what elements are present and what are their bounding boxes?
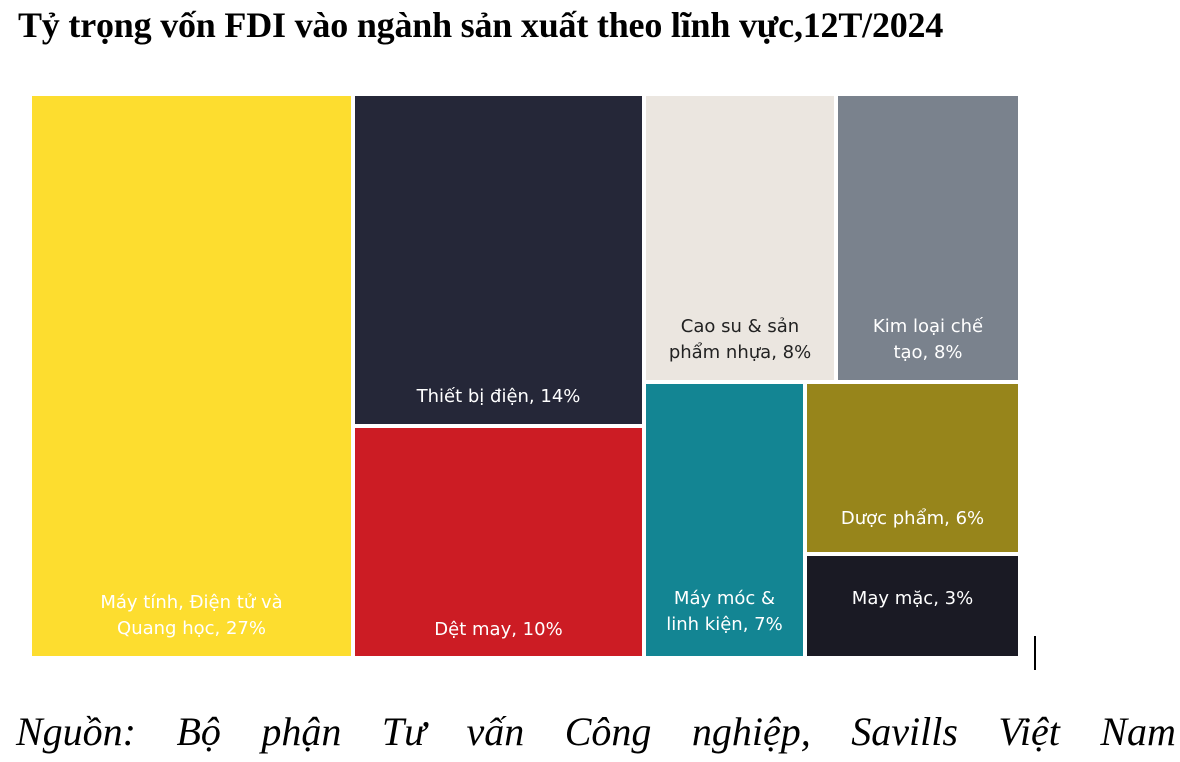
source-word: Công: [564, 709, 652, 754]
text-cursor-mark: [1034, 636, 1036, 670]
treemap-tile-label-line: linh kiện, 7%: [666, 614, 782, 635]
source-word: Savills: [851, 709, 958, 754]
source-word: Bộ: [176, 709, 221, 754]
source-word: Nam: [1100, 709, 1176, 754]
treemap-tile-label-line: phẩm nhựa, 8%: [669, 342, 811, 363]
source-word: Tư: [381, 709, 426, 754]
treemap-tile-label-line: tạo, 8%: [893, 342, 962, 363]
treemap-tile-rect: [355, 96, 642, 424]
treemap-tile: May mặc, 3%: [807, 556, 1018, 656]
treemap-tile-rect: [807, 556, 1018, 656]
source-word: phận: [261, 709, 342, 754]
treemap-tile-label-line: Quang học, 27%: [117, 618, 266, 639]
treemap-tile-label-line: May mặc, 3%: [852, 588, 973, 609]
treemap-tile-rect: [646, 384, 803, 656]
treemap-tile-label-line: Cao su & sản: [681, 316, 799, 337]
chart-title: Tỷ trọng vốn FDI vào ngành sản xuất theo…: [18, 5, 944, 45]
treemap-tile-label: Cao su & sản phẩm nhựa, 8%: [669, 316, 811, 363]
treemap-tile-label: Máy tính, Điện tử và Quang học, 27%: [100, 592, 282, 639]
treemap-tile-label-line: Thiết bị điện, 14%: [416, 386, 581, 407]
treemap-tile-label: Dệt may, 10%: [434, 619, 562, 640]
treemap-tile-label: Kim loại chế tạo, 8%: [873, 316, 984, 363]
treemap-tile-label: Máy móc & linh kiện, 7%: [666, 588, 782, 635]
treemap-tile: Máy móc & linh kiện, 7%: [646, 384, 803, 656]
treemap-tile-rect: [32, 96, 351, 656]
treemap-tile: Cao su & sản phẩm nhựa, 8%: [646, 96, 834, 380]
treemap-tile-label: Thiết bị điện, 14%: [416, 386, 581, 407]
source-word: Nguồn:: [16, 709, 136, 754]
treemap-tile-label-line: Kim loại chế: [873, 316, 984, 337]
source-word: vấn: [466, 709, 525, 754]
treemap-tile: Máy tính, Điện tử và Quang học, 27%: [32, 96, 351, 656]
treemap-tile-rect: [838, 96, 1018, 380]
treemap-tile-label: May mặc, 3%: [852, 588, 973, 609]
treemap-tile: Kim loại chế tạo, 8%: [838, 96, 1018, 380]
source-note: Nguồn: Bộ phận Tư vấn Công nghiệp, Savills Việt N…: [16, 708, 1176, 755]
treemap-tile-rect: [355, 428, 642, 656]
treemap-tile-label-line: Dệt may, 10%: [434, 619, 562, 640]
source-word: nghiệp,: [691, 709, 811, 754]
treemap-tile: Dệt may, 10%: [355, 428, 642, 656]
treemap-chart: Máy tính, Điện tử và Quang học, 27% Thiết …: [32, 96, 1018, 656]
treemap-tile: Thiết bị điện, 14%: [355, 96, 642, 424]
treemap-tile-rect: [646, 96, 834, 380]
treemap-tile-label-line: Máy tính, Điện tử và: [100, 592, 282, 613]
treemap-tile-rect: [807, 384, 1018, 552]
treemap-tile-label: Dược phẩm, 6%: [841, 508, 984, 529]
treemap-tile-label-line: Dược phẩm, 6%: [841, 508, 984, 529]
source-word: Việt: [998, 709, 1060, 754]
treemap-tile: Dược phẩm, 6%: [807, 384, 1018, 552]
treemap-tile-label-line: Máy móc &: [674, 588, 775, 609]
